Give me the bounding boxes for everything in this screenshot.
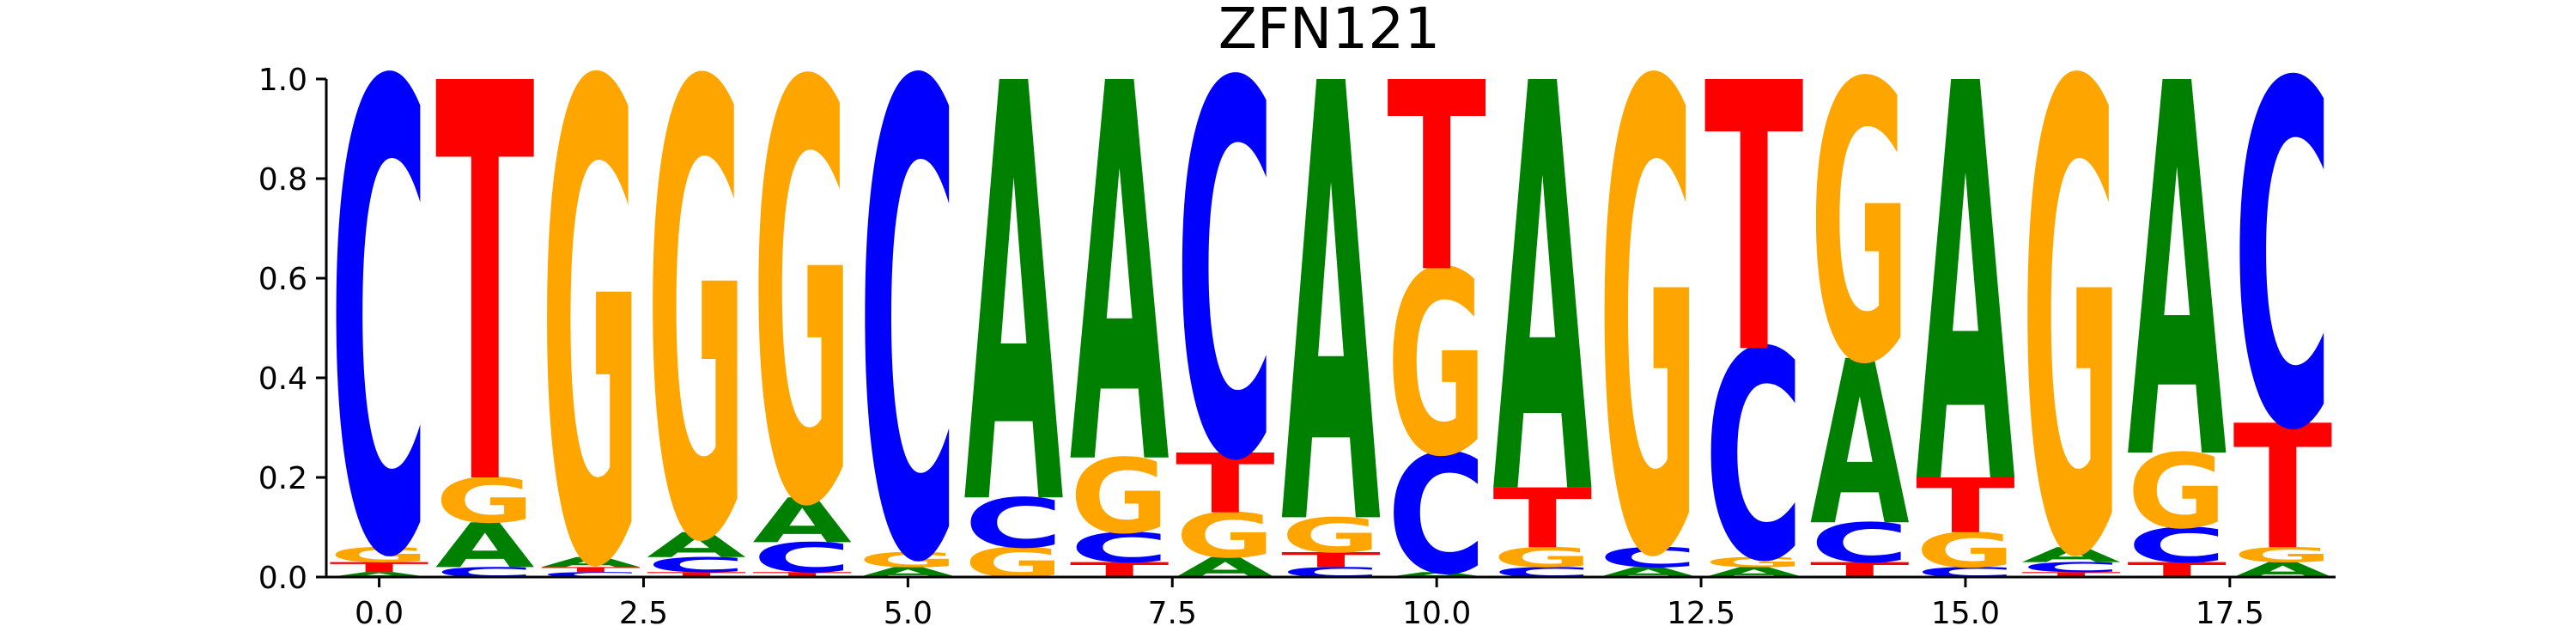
logo-letter-c: C xyxy=(330,0,429,644)
logo-letter-c: C xyxy=(1070,525,1170,572)
logo-letter-a: A xyxy=(435,510,535,582)
logo-letter-a: A xyxy=(1492,0,1593,620)
logo-letter-t: T xyxy=(1704,7,1805,436)
logo-letter-g: G xyxy=(858,548,957,572)
logo-letter-a: A xyxy=(1176,552,1275,584)
x-tick-label: 12.5 xyxy=(1667,596,1735,631)
logo-letter-a: A xyxy=(647,526,746,566)
logo-letter-c: C xyxy=(1176,0,1275,574)
logo-letter-g: G xyxy=(1387,219,1486,513)
y-tick-label: 0.8 xyxy=(258,162,307,197)
y-tick-label: 0.2 xyxy=(258,461,307,496)
logo-letter-g: G xyxy=(2021,0,2121,644)
logo-letter-g: G xyxy=(1070,437,1170,556)
logo-letter-a: A xyxy=(330,571,429,579)
logo-letter-a: A xyxy=(1281,0,1382,644)
logo-letter-g: G xyxy=(1704,555,1804,571)
logo-letter-g: G xyxy=(1599,0,1698,644)
x-tick-label: 15.0 xyxy=(1931,596,2000,631)
logo-letter-c: C xyxy=(1704,290,1804,625)
logo-letter-c: C xyxy=(1599,542,1698,574)
y-tick-label: 0.0 xyxy=(258,561,307,596)
logo-letter-g: G xyxy=(1281,508,1381,564)
logo-letter-c: C xyxy=(2233,0,2333,535)
logo-letter-g: G xyxy=(1176,501,1275,572)
logo-letter-g: G xyxy=(1810,3,1910,448)
x-tick-label: 2.5 xyxy=(619,596,668,631)
logo-letter-c: C xyxy=(752,534,852,581)
logo-letter-g: G xyxy=(1916,523,2015,579)
x-tick-label: 17.5 xyxy=(2196,596,2264,631)
logo-letter-g: G xyxy=(2127,432,2227,551)
logo-letter-c: C xyxy=(1810,512,1910,575)
logo-letter-a: A xyxy=(752,485,852,557)
x-tick-label: 0.0 xyxy=(355,596,404,631)
logo-letter-t: T xyxy=(435,0,536,606)
logo-letter-g: G xyxy=(752,0,852,633)
logo-letter-a: A xyxy=(1387,571,1486,579)
logo-letter-t: T xyxy=(2021,571,2121,579)
logo-letter-a: A xyxy=(1916,0,2016,607)
logo-letter-g: G xyxy=(647,0,746,644)
logo-letter-c: C xyxy=(647,553,746,577)
logo-letter-t: T xyxy=(2233,388,2333,587)
y-tick-label: 0.6 xyxy=(258,262,307,297)
logo-letter-c: C xyxy=(2127,518,2227,574)
x-tick-label: 10.0 xyxy=(1402,596,1471,631)
logo-letter-g: G xyxy=(330,543,429,567)
logo-letter-t: T xyxy=(647,571,746,579)
x-ticks: 0.0 2.5 5.0 7.5 10.0 12.5 15.0 17.5 xyxy=(355,577,2264,631)
logo-letter-c: C xyxy=(858,0,957,644)
logo-letter-t: T xyxy=(1916,463,2015,550)
logo-letter-a: A xyxy=(1070,0,1170,580)
y-ticks: 0.0 0.2 0.4 0.6 0.8 1.0 xyxy=(258,63,326,596)
x-tick-label: 7.5 xyxy=(1148,596,1197,631)
logo-letter-t: T xyxy=(1387,27,1486,330)
logo-letter-g: G xyxy=(435,465,535,537)
axes-layer xyxy=(325,79,2336,579)
logo-letter-g: G xyxy=(541,0,641,644)
logo-letter-c: C xyxy=(2021,560,2121,575)
x-tick-label: 5.0 xyxy=(884,596,933,631)
logo-letter-g: G xyxy=(964,539,1064,587)
logo-letter-t: T xyxy=(1176,437,1275,532)
logo-letter-g: G xyxy=(1492,542,1592,574)
logo-letter-a: A xyxy=(1810,314,1910,576)
y-tick-label: 0.4 xyxy=(258,361,307,397)
logo-letter-t: T xyxy=(330,560,429,575)
logo-letter-a: A xyxy=(541,555,641,571)
logo-letter-t: T xyxy=(752,571,852,579)
logo-letter-a: A xyxy=(2127,0,2227,574)
logo-letter-g: G xyxy=(2233,543,2333,567)
logo-letter-t: T xyxy=(541,566,641,574)
logo-letter-t: T xyxy=(1281,548,1381,572)
logo-letter-c: C xyxy=(541,571,641,579)
logo-letter-a: A xyxy=(2021,544,2121,568)
chart-title: ZFN121 xyxy=(1218,0,1441,62)
logo-letter-c: C xyxy=(964,484,1064,563)
logo-letter-a: A xyxy=(964,0,1065,634)
logo-letter-t: T xyxy=(1492,471,1592,567)
y-tick-label: 1.0 xyxy=(258,63,307,98)
